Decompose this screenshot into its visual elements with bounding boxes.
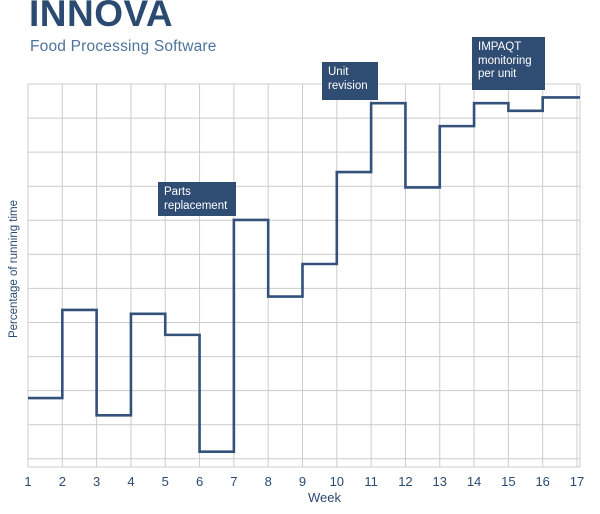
x-tick-label-week-14: 14 <box>467 474 481 489</box>
x-tick-label-week-13: 13 <box>433 474 447 489</box>
x-tick-label-week-1: 1 <box>24 474 31 489</box>
brand-tagline: Food Processing Software <box>30 38 217 55</box>
x-tick-label-week-12: 12 <box>398 474 412 489</box>
x-tick-label-week-6: 6 <box>196 474 203 489</box>
annotation-unit-revision: Unit revision <box>322 62 378 100</box>
running-time-step-line <box>28 96 580 453</box>
annotation-text-line: Parts <box>164 186 191 198</box>
y-axis-label: Percentage of running time <box>8 199 20 339</box>
annotation-text-line: monitoring <box>478 54 532 67</box>
x-tick-label-week-10: 10 <box>330 474 344 489</box>
x-axis-label: Week <box>308 490 341 505</box>
x-tick-label-week-11: 11 <box>364 474 378 489</box>
annotation-text-line: Unit <box>328 66 349 78</box>
x-tick-label-week-4: 4 <box>127 474 134 489</box>
annotation-text-line: revision <box>328 79 368 92</box>
brand-logo-innova: INNOVA <box>29 0 174 34</box>
x-tick-label-week-5: 5 <box>162 474 169 489</box>
annotation-text-line: IMPAQT <box>478 41 522 53</box>
x-tick-label-week-17: 17 <box>570 474 584 489</box>
annotation-parts-replacement: Parts replacement <box>158 182 236 216</box>
annotation-text-line: per unit <box>478 68 517 80</box>
x-tick-label-week-16: 16 <box>535 474 549 489</box>
x-tick-label-week-8: 8 <box>265 474 272 489</box>
x-tick-label-week-3: 3 <box>93 474 100 489</box>
x-tick-label-week-9: 9 <box>299 474 306 489</box>
annotation-impaqt-monitoring-per-unit: IMPAQT monitoring per unit <box>472 37 545 90</box>
annotation-text-line: replacement <box>164 199 228 212</box>
x-tick-label-week-15: 15 <box>501 474 515 489</box>
x-tick-label-week-2: 2 <box>59 474 66 489</box>
x-tick-label-week-7: 7 <box>230 474 237 489</box>
